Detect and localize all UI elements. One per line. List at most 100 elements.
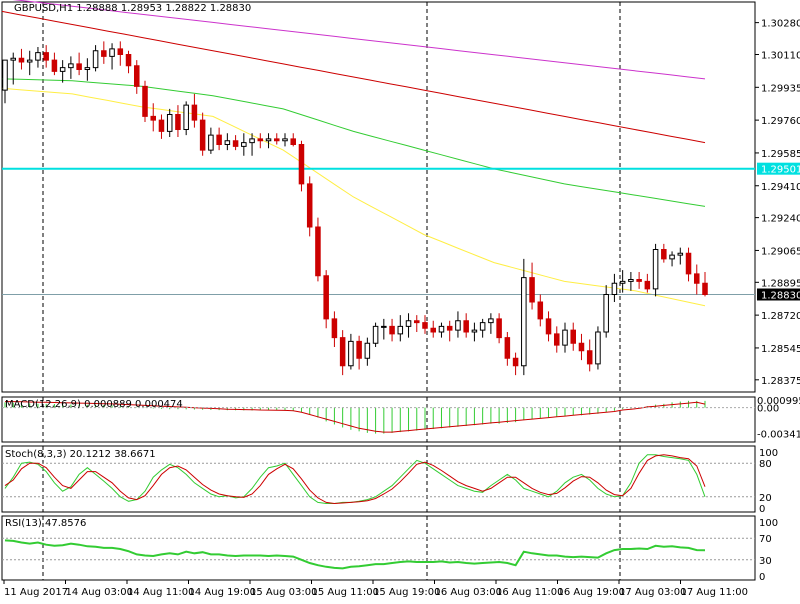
candle-body	[488, 318, 494, 324]
candle-body	[166, 114, 173, 132]
candle-body	[101, 50, 107, 57]
open-value: 1.28888	[76, 3, 118, 14]
stoch-label: Stoch(8,3,3)	[5, 449, 67, 460]
rsi-tick-label: 100	[759, 518, 778, 529]
y-tick-label: 1.29410	[761, 182, 800, 193]
stoch-tick-label: 20	[759, 493, 772, 504]
candle-body	[183, 104, 189, 130]
candle-body	[59, 67, 66, 72]
candle-body	[570, 329, 576, 344]
macd-tick-label: 0.000995	[757, 396, 800, 407]
moving-average-line	[1, 78, 706, 207]
candle-body	[619, 280, 626, 284]
y-tick-label: 1.28545	[761, 344, 800, 355]
candle-body	[603, 294, 609, 333]
candle-body	[35, 52, 41, 61]
candle-body	[175, 114, 181, 130]
rsi-tick-label: 70	[759, 534, 772, 545]
candle-body	[199, 119, 206, 151]
candle-body	[150, 115, 156, 121]
candle-body	[10, 57, 16, 61]
candle-body	[562, 329, 568, 346]
x-tick-label: 17 Aug 03:00	[619, 587, 686, 598]
candle-body	[372, 325, 379, 344]
rsi-header: RSI(13) 47.8576	[5, 518, 86, 529]
candle-body	[504, 337, 511, 359]
candle-body	[306, 183, 313, 228]
candle-body	[529, 277, 535, 303]
candle-body	[323, 275, 329, 320]
macd-value-1: 0.000889	[84, 399, 132, 410]
y-tick-label: 1.30280	[761, 19, 800, 30]
candle-body	[241, 142, 247, 147]
candle-body	[595, 331, 601, 365]
x-tick-label: 15 Aug 19:00	[373, 587, 440, 598]
candle-body	[109, 48, 115, 57]
rsi-label: RSI(13)	[5, 518, 42, 529]
price-label-box	[757, 162, 800, 175]
candle-body	[389, 325, 395, 335]
rsi-tick-label: 30	[759, 556, 772, 567]
y-tick-label: 1.29065	[761, 246, 800, 257]
candle-body	[134, 65, 140, 87]
candle-body	[652, 249, 659, 290]
x-tick-label: 14 Aug 11:00	[127, 587, 194, 598]
candle-body	[331, 318, 338, 339]
x-tick-label: 11 Aug 2017	[4, 587, 68, 598]
candle-body	[348, 340, 354, 367]
candle-body	[611, 282, 618, 295]
macd-signal-line	[5, 401, 706, 433]
high-value: 1.28953	[120, 3, 163, 14]
candle-body	[84, 67, 91, 70]
candle-body	[76, 63, 82, 70]
candle-body	[282, 138, 288, 142]
candle-body	[208, 134, 214, 151]
stoch-value-1: 20.1212	[69, 449, 112, 460]
low-value: 1.28822	[165, 3, 207, 14]
candle-body	[249, 138, 255, 144]
main-header: GBPUSD,H1 1.28888 1.28953 1.28822 1.2883…	[14, 3, 251, 14]
stoch-header: Stoch(8,3,3) 20.1212 38.6671	[5, 449, 156, 460]
candle-body	[18, 57, 25, 63]
y-tick-label: 1.29760	[761, 116, 800, 127]
candle-body	[397, 325, 404, 335]
y-tick-label: 1.28720	[761, 311, 800, 322]
x-tick-label: 15 Aug 03:00	[250, 587, 317, 598]
candle-body	[644, 280, 651, 290]
x-tick-label: 15 Aug 11:00	[312, 587, 379, 598]
candle-body	[628, 279, 634, 282]
candle-body	[438, 325, 445, 333]
candle-body	[51, 59, 58, 72]
stoch-signal-line	[4, 454, 706, 505]
candle-body	[446, 325, 453, 331]
moving-average-line	[12, 0, 706, 80]
candle-body	[471, 329, 478, 333]
moving-average-line	[1, 87, 706, 307]
candle-body	[142, 85, 148, 117]
stoch-value-2: 38.6671	[114, 449, 156, 460]
macd-header: MACD(12,26,9) 0.000889 0.000474	[5, 399, 183, 410]
candle-body	[68, 63, 74, 69]
y-tick-label: 1.29935	[761, 83, 800, 94]
x-tick-label: 17 Aug 11:00	[681, 587, 748, 598]
candle-body	[521, 277, 527, 367]
candle-body	[685, 252, 692, 275]
candle-body	[356, 340, 362, 359]
y-tick-label: 1.28895	[761, 278, 800, 289]
candle-body	[257, 138, 264, 142]
price-label: 1.28830	[761, 291, 800, 302]
macd-label: MACD(12,26,9)	[5, 399, 81, 410]
candle-body	[512, 357, 519, 367]
candle-body	[455, 320, 461, 331]
candle-body	[496, 318, 502, 339]
candle-body	[554, 333, 560, 346]
candle-body	[274, 138, 280, 142]
rsi-tick-label: 0	[759, 572, 765, 583]
rsi-value-1: 47.8576	[44, 518, 87, 529]
candle-body	[92, 50, 99, 69]
macd-value-2: 0.000474	[135, 399, 183, 410]
rsi-line	[4, 539, 706, 570]
macd-tick-label: 0.00	[757, 404, 779, 415]
stoch-tick-label: 0	[759, 504, 765, 515]
